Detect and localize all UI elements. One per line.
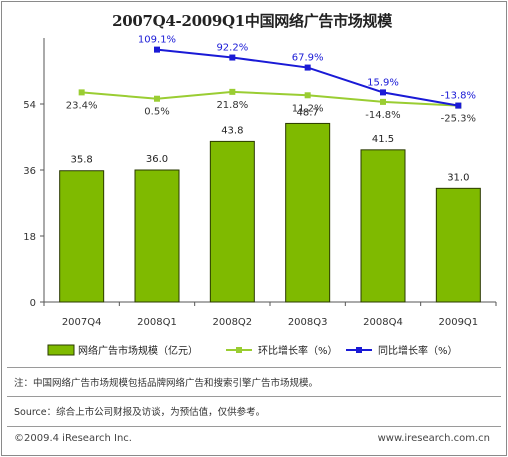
bar <box>435 187 481 303</box>
bar-value-label: 41.5 <box>372 134 394 145</box>
y-tick-label: 54 <box>23 100 36 111</box>
mom-point-marker <box>304 92 311 99</box>
copyright-text: ©2009.4 iResearch Inc. <box>14 433 132 444</box>
chart-axes: 0 18 36 54 2007Q4 2008Q1 2008Q2 2008Q3 2008Q4 200… <box>23 38 497 328</box>
bar <box>59 170 105 303</box>
bar-value-label: 35.8 <box>71 155 93 166</box>
yoy-point-marker <box>380 89 386 96</box>
website-link[interactable]: www.iresearch.com.cn <box>377 433 490 444</box>
mom-point-marker <box>229 88 236 95</box>
y-tick-label: 36 <box>23 166 36 177</box>
y-tick-label: 18 <box>23 232 36 243</box>
mom-point-marker <box>380 98 386 105</box>
yoy-value-label: 67.9% <box>292 53 324 64</box>
bar-value-label: 43.8 <box>221 125 243 136</box>
x-tick-label: 2008Q4 <box>363 317 403 328</box>
x-tick-label: 2008Q3 <box>288 317 328 328</box>
mom-value-label: 11.2% <box>292 103 324 114</box>
legend-bar-label: 网络广告市场规模（亿元） <box>78 344 198 357</box>
divider-bottom <box>7 426 501 427</box>
bar <box>285 122 331 303</box>
yoy-point-marker <box>455 102 462 109</box>
divider-middle <box>7 396 501 397</box>
chart-source: Source：综合上市公司财报及访谈，为预估值，仅供参考。 <box>14 407 266 418</box>
line-mom-growth <box>81 90 459 107</box>
legend-yoy-label: 同比增长率（%） <box>378 344 458 357</box>
yoy-value-label: 92.2% <box>216 43 248 54</box>
yoy-point-marker <box>154 46 160 53</box>
legend-bar-swatch <box>47 344 75 356</box>
yoy-point-marker <box>229 54 236 61</box>
bar-value-label: 36.0 <box>146 154 168 165</box>
mom-value-label: 21.8% <box>216 100 248 111</box>
bar-series: 35.8 36.0 43.8 48.7 41.5 31.0 <box>59 107 481 303</box>
x-tick-label: 2007Q4 <box>62 317 102 328</box>
bar-value-label: 31.0 <box>447 172 469 183</box>
bar <box>134 169 180 303</box>
mom-value-label: 23.4% <box>66 100 98 111</box>
bar-value-label: 48.7 <box>297 107 319 118</box>
mom-value-label: -25.3% <box>441 114 476 125</box>
mom-point-marker <box>154 95 160 102</box>
yoy-value-label: 109.1% <box>138 35 176 46</box>
bar <box>209 140 255 303</box>
x-tick-label: 2009Q1 <box>438 317 478 328</box>
chart-footnote: 注：中国网络广告市场规模包括品牌网络广告和搜索引擎广告市场规模。 <box>14 378 319 389</box>
chart-title: 2007Q4-2009Q1中国网络广告市场规模 <box>112 12 392 30</box>
yoy-value-label: -13.8% <box>441 91 476 102</box>
mom-point-marker <box>78 89 85 96</box>
chart-legend: 网络广告市场规模（亿元） 环比增长率（%） 同比增长率（%） <box>47 344 458 357</box>
x-tick-label: 2008Q2 <box>212 317 252 328</box>
mom-value-label: -14.8% <box>365 110 400 121</box>
divider-top <box>7 367 501 368</box>
line-series: 23.4% 0.5% 21.8% 11.2% -14.8% -25.3% 109.1% 92.… <box>66 35 476 125</box>
yoy-value-label: 15.9% <box>367 77 399 88</box>
legend-mom-marker <box>236 347 242 353</box>
mom-value-label: 0.5% <box>144 107 169 118</box>
bar <box>360 149 406 303</box>
x-tick-label: 2008Q1 <box>137 317 177 328</box>
legend-yoy-marker <box>356 347 362 353</box>
yoy-point-marker <box>304 64 311 71</box>
y-tick-label: 0 <box>30 298 36 309</box>
legend-mom-label: 环比增长率（%） <box>258 344 338 357</box>
